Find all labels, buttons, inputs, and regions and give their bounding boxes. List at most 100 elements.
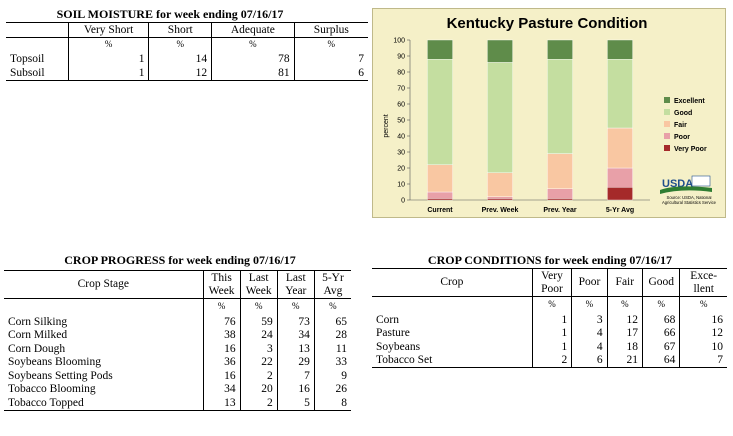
soil-moisture-title: SOIL MOISTURE for week ending 07/16/17 <box>56 7 284 21</box>
legend-swatch <box>664 133 670 139</box>
table-cell: 66 <box>642 326 680 340</box>
table-cell: 34 <box>202 382 241 396</box>
table-cell: 2 <box>531 353 572 368</box>
table-cell: 1 <box>67 66 149 81</box>
table-cell: 13 <box>202 396 241 410</box>
table-cell: 4 <box>571 326 608 340</box>
table-cell: 81 <box>211 66 295 81</box>
table-cell: 34 <box>276 328 315 342</box>
conditions-header-row-2: Poor llent <box>372 282 727 297</box>
soil-unit-blank <box>6 38 68 53</box>
y-tick-label: 80 <box>397 70 405 77</box>
progress-unit: % <box>239 298 278 315</box>
table-cell: 16 <box>202 342 241 356</box>
table-cell: 12 <box>606 313 643 327</box>
x-tick-label: Current <box>427 207 453 214</box>
legend-label: Excellent <box>674 98 705 105</box>
soil-row-label: Subsoil <box>10 66 45 79</box>
progress-unit-row: % % % % <box>4 298 351 315</box>
table-cell: 16 <box>276 382 315 396</box>
table-cell: 9 <box>313 369 351 383</box>
y-tick-label: 20 <box>397 166 405 173</box>
conditions-unit: % <box>531 296 572 313</box>
crop-label: Soybeans <box>376 340 421 353</box>
bar-segment-fair <box>547 153 573 190</box>
conditions-body: Corn 1 3 12 68 16 Pasture 1 4 17 66 12 Soybeans 1 4 18 6… <box>372 313 727 368</box>
bar-segment-excellent <box>547 39 573 60</box>
conditions-unit-blank <box>372 297 532 314</box>
chart-source-text: Source: USDA, National Agricultural Stat… <box>662 196 716 205</box>
table-cell: 36 <box>202 355 241 369</box>
conditions-header: Poor <box>531 282 572 297</box>
table-cell: 20 <box>239 382 278 396</box>
crop-progress-title: CROP PROGRESS for week ending 07/16/17 <box>64 253 296 267</box>
soil-header-short: Short <box>148 22 212 38</box>
usda-logo-mark <box>691 175 711 187</box>
usda-logo: USDA Source: USDA, National Agricultural… <box>660 175 716 205</box>
progress-header: Avg <box>313 284 351 299</box>
table-row: Soybeans Setting Pods 16 2 7 9 <box>4 369 351 383</box>
bar-segment-excellent <box>427 39 453 60</box>
crop-stage-label: Corn Silking <box>8 315 68 328</box>
pasture-condition-chart: Kentucky Pasture Condition percent 0 10 20… <box>372 8 726 218</box>
crop-stage-label: Tobacco Topped <box>8 396 84 409</box>
soil-header-row: Very Short Short Adequate Surplus <box>6 22 368 38</box>
bar-segment-good <box>427 59 453 165</box>
conditions-unit-row: % % % % % <box>372 296 727 314</box>
table-cell: 13 <box>276 342 315 356</box>
crop-label: Tobacco Set <box>376 354 433 367</box>
progress-header: Last <box>239 270 278 285</box>
table-cell: 16 <box>202 369 241 383</box>
table-cell: 64 <box>642 353 680 368</box>
legend-swatch <box>664 145 670 151</box>
soil-moisture-table: Very Short Short Adequate Surplus % % % … <box>6 22 368 81</box>
bar-segment-good <box>487 62 513 174</box>
table-row: Corn Dough 16 3 13 11 <box>4 342 351 356</box>
table-cell: 11 <box>313 342 351 356</box>
conditions-header-crop: Crop <box>372 268 533 297</box>
legend-swatch <box>664 121 670 127</box>
x-tick-label: 5-Yr Avg <box>606 207 634 214</box>
table-cell: 67 <box>642 340 680 354</box>
x-axis: Current Prev. Week Prev. Year 5-Yr Avg <box>427 207 634 214</box>
table-cell: 3 <box>571 313 608 327</box>
conditions-unit: % <box>679 296 727 313</box>
table-row: Corn Silking 76 59 73 65 <box>4 315 351 329</box>
progress-unit: % <box>313 298 351 315</box>
soil-header-very-short: Very Short <box>67 22 149 38</box>
legend-label: Poor <box>674 134 690 141</box>
crop-stage-label: Soybeans Blooming <box>8 356 101 369</box>
crop-label: Corn <box>376 313 399 326</box>
bar-segment-poor <box>607 167 633 188</box>
table-cell: 73 <box>276 315 315 329</box>
table-row: Pasture 1 4 17 66 12 <box>372 326 727 340</box>
crop-label: Pasture <box>376 327 410 340</box>
bar-segment-fair <box>487 172 513 198</box>
crop-stage-label: Corn Milked <box>8 329 68 342</box>
bars <box>427 39 633 201</box>
table-row: Topsoil 1 14 78 7 <box>6 52 368 66</box>
table-cell: 3 <box>239 342 278 356</box>
table-cell: 7 <box>679 353 727 368</box>
legend-swatch <box>664 109 670 115</box>
y-tick-label: 0 <box>401 198 405 205</box>
y-tick-label: 40 <box>397 134 405 141</box>
crop-stage-label: Tobacco Blooming <box>8 383 96 396</box>
bar-segment-fair <box>607 127 633 169</box>
table-cell: 12 <box>679 326 727 340</box>
table-row: Soybeans Blooming 36 22 29 33 <box>4 355 351 369</box>
table-cell: 12 <box>148 66 212 81</box>
bar-segment-excellent <box>487 39 513 63</box>
y-tick-label: 90 <box>397 54 405 61</box>
table-row: Tobacco Blooming 34 20 16 26 <box>4 382 351 396</box>
conditions-header: Good <box>642 268 680 297</box>
table-cell: 1 <box>67 52 149 66</box>
progress-header-stage: Crop Stage <box>77 278 129 291</box>
progress-header: This <box>202 270 241 285</box>
progress-header: 5-Yr <box>313 270 351 285</box>
table-cell: 6 <box>571 353 608 368</box>
table-cell: 8 <box>313 396 351 410</box>
progress-header: Week <box>202 284 241 299</box>
legend-label: Very Poor <box>674 146 707 153</box>
table-cell: 5 <box>276 396 315 410</box>
